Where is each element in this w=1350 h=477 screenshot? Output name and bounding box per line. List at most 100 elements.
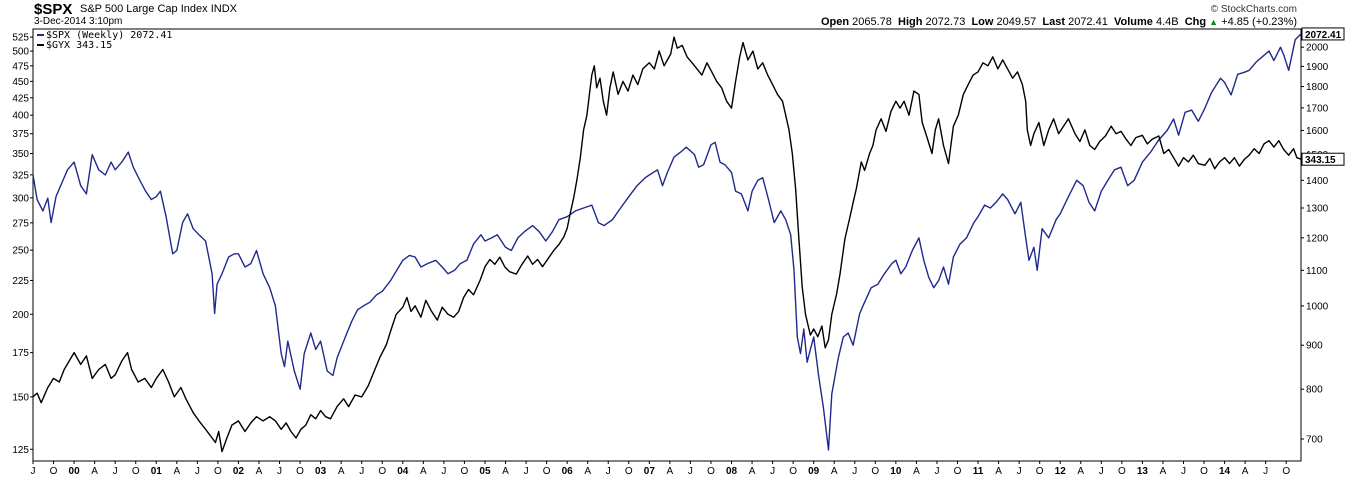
x-tick-label: J — [524, 466, 529, 477]
legend-entry-2: $GYX 343.15 — [46, 40, 112, 51]
chart-exchange: INDX — [210, 3, 237, 15]
x-tick-label: O — [461, 466, 469, 477]
open-value: 2065.78 — [852, 16, 892, 28]
x-tick-label: O — [50, 466, 58, 477]
y-left-tick-label: 125 — [12, 445, 29, 456]
last-label: Last — [1042, 16, 1066, 28]
last-value-label-1: 2072.41 — [1305, 30, 1342, 41]
x-tick-label: A — [995, 466, 1002, 477]
x-tick-label: J — [113, 466, 118, 477]
y-right-tick-label: 1600 — [1306, 126, 1329, 137]
y-left-tick-label: 500 — [12, 47, 29, 58]
x-tick-label: A — [420, 466, 427, 477]
x-tick-label: A — [667, 466, 674, 477]
x-tick-label: 03 — [315, 466, 327, 477]
y-left-tick-label: 375 — [12, 129, 29, 140]
quote-summary: Open 2065.78 High 2072.73 Low 2049.57 La… — [821, 16, 1297, 28]
y-left-tick-label: 150 — [12, 392, 29, 403]
y-left-tick-label: 525 — [12, 33, 29, 44]
open-label: Open — [820, 16, 850, 28]
x-tick-label: 13 — [1137, 466, 1149, 477]
y-left-tick-label: 175 — [12, 348, 29, 359]
y-left-tick-label: 300 — [12, 193, 29, 204]
x-tick-label: J — [688, 466, 693, 477]
x-tick-label: 10 — [890, 466, 902, 477]
x-tick-label: J — [1017, 466, 1022, 477]
chart-date: 3-Dec-2014 3:10pm — [34, 16, 123, 27]
x-tick-label: O — [789, 466, 797, 477]
x-tick-label: 01 — [151, 466, 163, 477]
x-tick-label: J — [1181, 466, 1186, 477]
x-tick-label: 11 — [973, 466, 984, 477]
y-right-tick-label: 1300 — [1306, 203, 1329, 214]
y-left-tick-label: 200 — [12, 310, 29, 321]
y-left-tick-label: 425 — [12, 93, 29, 104]
legend-entry-1: $SPX (Weekly) 2072.41 — [46, 30, 172, 41]
series-line-2 — [32, 36, 1302, 453]
y-left-tick-label: 250 — [12, 246, 29, 257]
last-value-box-1 — [1301, 27, 1345, 41]
y-right-tick-label: 800 — [1306, 385, 1323, 396]
chart-symbol: $SPX — [34, 1, 73, 18]
x-tick-label: A — [173, 466, 180, 477]
x-tick-label: O — [296, 466, 304, 477]
x-tick-label: J — [441, 466, 446, 477]
y-right-tick-label: 700 — [1306, 435, 1323, 446]
series-line-1 — [32, 33, 1302, 451]
y-right-tick-label: 1800 — [1306, 82, 1329, 93]
chart-name: S&P 500 Large Cap Index INDX — [80, 3, 237, 15]
x-tick-label: O — [132, 466, 140, 477]
x-tick-label: J — [852, 466, 857, 477]
x-tick-label: O — [625, 466, 633, 477]
x-tick-label: 07 — [644, 466, 656, 477]
last-value-box-2 — [1301, 152, 1345, 166]
y-right-tick-label: 1900 — [1306, 62, 1329, 73]
y-right-tick-label: 1000 — [1306, 301, 1329, 312]
y-left-tick-label: 450 — [12, 77, 29, 88]
x-tick-label: O — [1200, 466, 1208, 477]
low-label: Low — [971, 16, 994, 28]
x-tick-label: 02 — [233, 466, 245, 477]
x-tick-label: J — [770, 466, 775, 477]
x-tick-label: J — [277, 466, 282, 477]
x-tick-label: O — [1036, 466, 1044, 477]
y-left-tick-label: 225 — [12, 276, 29, 287]
x-tick-label: J — [934, 466, 939, 477]
x-tick-label: A — [1242, 466, 1249, 477]
high-value: 2072.73 — [925, 16, 966, 28]
plot-frame — [32, 28, 1302, 462]
low-value: 2049.57 — [996, 16, 1037, 28]
x-tick-label: A — [502, 466, 509, 477]
x-tick-label: A — [913, 466, 920, 477]
x-tick-label: J — [1263, 466, 1268, 477]
x-tick-label: A — [831, 466, 838, 477]
chg-label: Chg — [1184, 16, 1207, 28]
x-tick-label: A — [749, 466, 756, 477]
volume-label: Volume — [1113, 16, 1153, 28]
x-tick-label: O — [378, 466, 386, 477]
x-tick-label: 09 — [808, 466, 820, 477]
last-value: 2072.41 — [1068, 16, 1108, 28]
x-tick-label: O — [1118, 466, 1126, 477]
y-right-tick-label: 900 — [1306, 341, 1323, 352]
x-tick-label: 04 — [397, 466, 409, 477]
x-tick-label: J — [1099, 466, 1104, 477]
x-tick-label: 12 — [1055, 466, 1067, 477]
chart-name-text: S&P 500 Large Cap Index — [80, 3, 208, 15]
y-right-tick-label: 1200 — [1306, 233, 1329, 244]
y-right-tick-label: 2000 — [1306, 43, 1329, 54]
y-left-tick-label: 400 — [12, 111, 29, 122]
x-tick-label: O — [1282, 466, 1290, 477]
x-tick-label: A — [91, 466, 98, 477]
last-value-label-2: 343.15 — [1305, 155, 1336, 166]
y-right-tick-label: 1700 — [1306, 103, 1329, 114]
x-tick-label: O — [707, 466, 715, 477]
brand-credit[interactable]: © StockCharts.com — [1210, 4, 1297, 15]
x-tick-label: A — [584, 466, 591, 477]
x-tick-label: A — [256, 466, 263, 477]
high-label: High — [898, 16, 923, 28]
volume-value: 4.4B — [1155, 16, 1179, 28]
y-right-tick-label: 1400 — [1306, 176, 1329, 187]
